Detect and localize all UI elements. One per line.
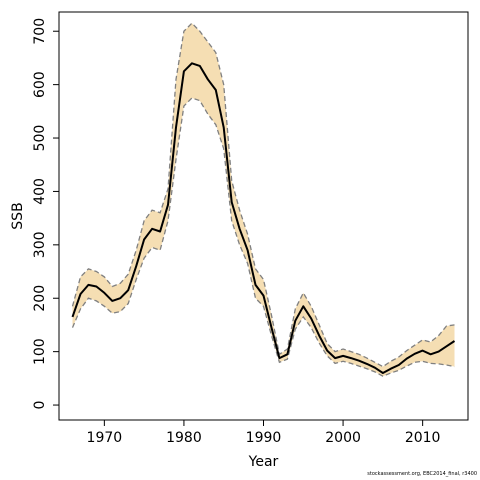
x-axis: 1970 1980 1990 2000 2010 [87, 420, 441, 446]
x-tick-label: 1970 [87, 430, 123, 446]
x-tick-label: 2010 [405, 430, 441, 446]
confidence-band [72, 23, 455, 377]
ssb-estimate-line [71, 62, 456, 374]
y-tick-label: 600 [32, 71, 48, 98]
confidence-limit-lines [71, 22, 455, 377]
x-tick-label: 2000 [325, 430, 361, 446]
y-tick-label: 100 [32, 338, 48, 365]
lower-ci-line [71, 97, 455, 377]
y-tick-label: 300 [32, 231, 48, 258]
confidence-band-area [72, 23, 455, 377]
y-axis-title: SSB [10, 202, 26, 229]
y-tick-label: 0 [32, 401, 48, 410]
y-axis: 0 100 200 300 400 500 600 700 [32, 18, 59, 410]
y-tick-label: 400 [32, 178, 48, 205]
x-tick-label: 1980 [166, 430, 202, 446]
x-tick-label: 1990 [246, 430, 282, 446]
credit-text: stockassessment.org, EBC2014_final, r340… [367, 471, 477, 477]
y-tick-label: 700 [32, 18, 48, 45]
y-tick-label: 500 [32, 125, 48, 152]
estimate-line [71, 62, 456, 374]
y-tick-label: 200 [32, 285, 48, 312]
upper-ci-line [71, 22, 455, 368]
x-axis-title: Year [248, 454, 279, 470]
